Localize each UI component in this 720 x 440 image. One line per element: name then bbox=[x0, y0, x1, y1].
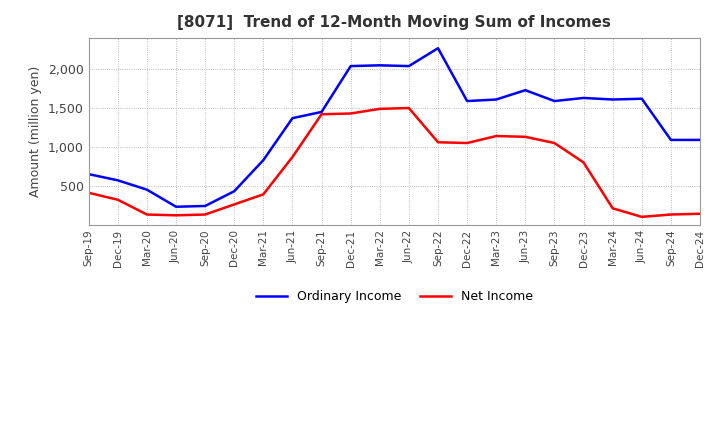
Ordinary Income bbox=[433, 46, 442, 51]
Net Income bbox=[288, 154, 297, 160]
Net Income bbox=[230, 202, 238, 207]
Ordinary Income bbox=[492, 97, 500, 102]
Ordinary Income bbox=[405, 63, 413, 69]
Net Income bbox=[463, 140, 472, 146]
Ordinary Income bbox=[143, 187, 151, 192]
Net Income bbox=[550, 140, 559, 146]
Ordinary Income bbox=[375, 62, 384, 68]
Net Income bbox=[171, 213, 180, 218]
Net Income bbox=[346, 111, 355, 116]
Net Income bbox=[580, 160, 588, 165]
Ordinary Income bbox=[171, 204, 180, 209]
Net Income bbox=[492, 133, 500, 139]
Ordinary Income bbox=[259, 158, 268, 163]
Ordinary Income bbox=[230, 189, 238, 194]
Net Income bbox=[405, 106, 413, 111]
Legend: Ordinary Income, Net Income: Ordinary Income, Net Income bbox=[251, 285, 538, 308]
Title: [8071]  Trend of 12-Month Moving Sum of Incomes: [8071] Trend of 12-Month Moving Sum of I… bbox=[177, 15, 611, 30]
Net Income bbox=[114, 197, 122, 202]
Net Income bbox=[696, 211, 704, 216]
Ordinary Income bbox=[201, 203, 210, 209]
Ordinary Income bbox=[84, 172, 93, 177]
Net Income bbox=[521, 134, 530, 139]
Net Income bbox=[84, 190, 93, 195]
Line: Net Income: Net Income bbox=[89, 108, 700, 217]
Ordinary Income bbox=[521, 88, 530, 93]
Line: Ordinary Income: Ordinary Income bbox=[89, 48, 700, 207]
Net Income bbox=[667, 212, 675, 217]
Net Income bbox=[143, 212, 151, 217]
Ordinary Income bbox=[346, 63, 355, 69]
Ordinary Income bbox=[550, 99, 559, 104]
Net Income bbox=[318, 112, 326, 117]
Ordinary Income bbox=[637, 96, 646, 101]
Net Income bbox=[201, 212, 210, 217]
Net Income bbox=[637, 214, 646, 220]
Net Income bbox=[259, 192, 268, 197]
Net Income bbox=[433, 139, 442, 145]
Y-axis label: Amount (million yen): Amount (million yen) bbox=[30, 66, 42, 197]
Ordinary Income bbox=[318, 109, 326, 114]
Ordinary Income bbox=[580, 95, 588, 101]
Ordinary Income bbox=[696, 137, 704, 143]
Ordinary Income bbox=[667, 137, 675, 143]
Ordinary Income bbox=[288, 116, 297, 121]
Ordinary Income bbox=[114, 178, 122, 183]
Net Income bbox=[375, 106, 384, 111]
Ordinary Income bbox=[608, 97, 617, 102]
Ordinary Income bbox=[463, 99, 472, 104]
Net Income bbox=[608, 205, 617, 211]
